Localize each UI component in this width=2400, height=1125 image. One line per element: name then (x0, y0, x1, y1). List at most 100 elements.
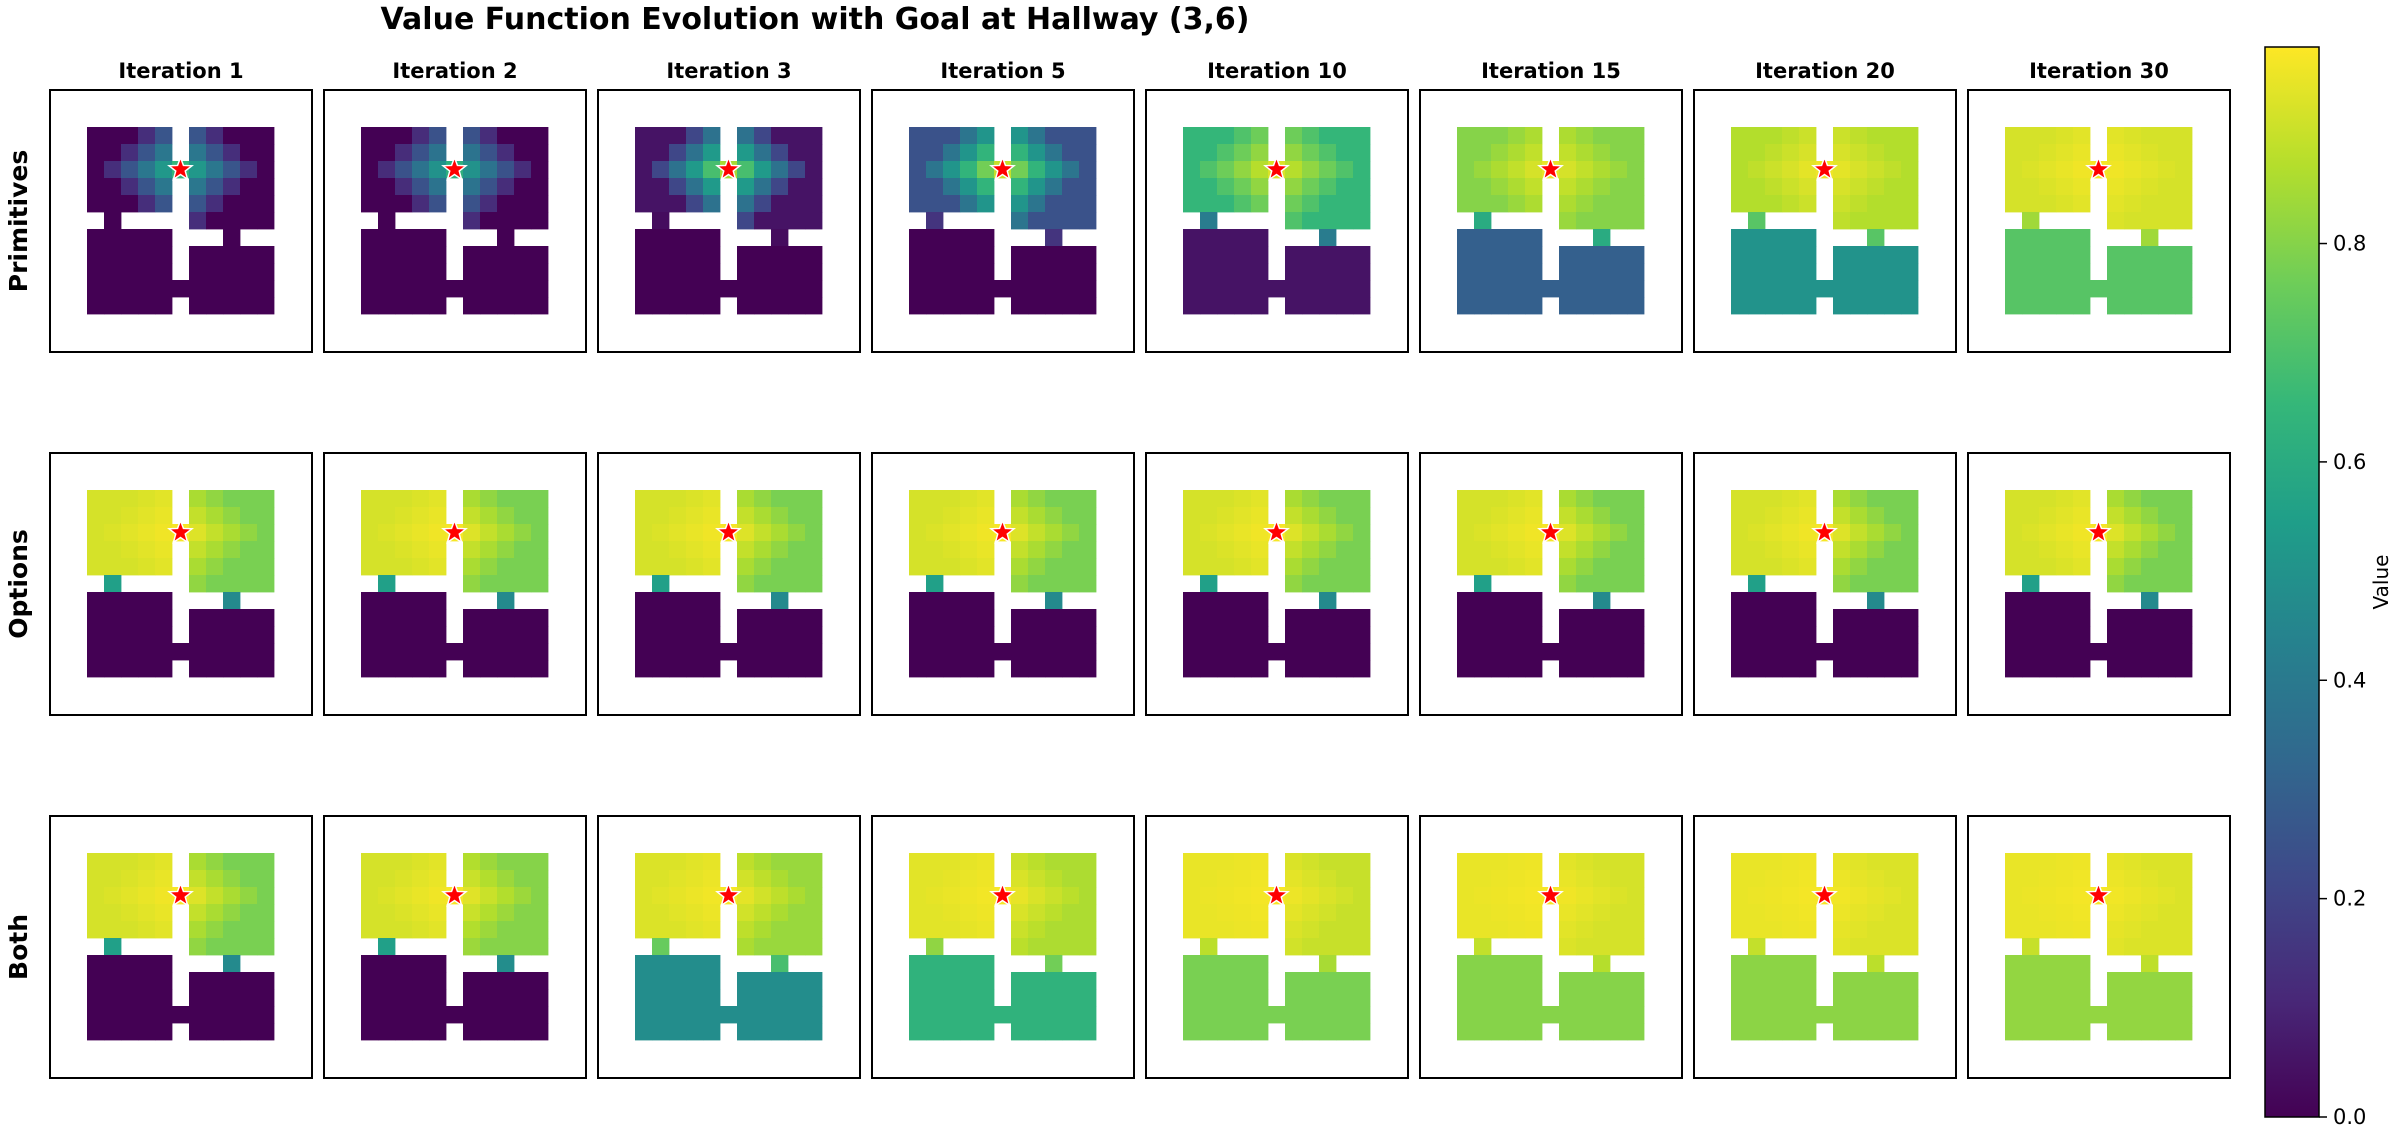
heatmap-cell (87, 280, 105, 298)
heatmap-cell (2158, 972, 2176, 990)
heatmap-cell (1474, 870, 1492, 888)
heatmap-cell (412, 972, 430, 990)
heatmap-cell (2175, 575, 2193, 593)
heatmap-cell (2124, 626, 2142, 644)
heatmap-cell (669, 1006, 687, 1024)
heatmap-cell (412, 643, 430, 661)
heatmap-cell (2158, 195, 2176, 213)
heatmap-cell (1799, 887, 1817, 905)
heatmap-cell (2022, 229, 2040, 247)
heatmap-cell (1251, 643, 1269, 661)
heatmap-cell (155, 144, 173, 162)
heatmap-cell (1251, 178, 1269, 196)
heatmap-cell (1748, 575, 1766, 593)
heatmap-cell (2090, 1006, 2108, 1024)
heatmap-cell (1610, 144, 1628, 162)
heatmap-cell (531, 507, 549, 525)
heatmap-cell (1217, 246, 1235, 264)
heatmap-cell (635, 592, 653, 610)
heatmap-cell (1217, 507, 1235, 525)
heatmap-cell (1028, 609, 1046, 627)
heatmap-cell (1850, 609, 1868, 627)
heatmap-cell (1457, 592, 1475, 610)
heatmap-cell (429, 524, 447, 542)
heatmap-cell (635, 195, 653, 213)
heatmap-cell (1576, 195, 1594, 213)
heatmap-cell (87, 853, 105, 871)
goal-star-icon (441, 518, 468, 544)
heatmap-cell (2056, 297, 2074, 315)
heatmap-cell (395, 558, 413, 576)
heatmap-cell (1748, 507, 1766, 525)
heatmap-cell (1850, 643, 1868, 661)
heatmap-cell (2107, 853, 2125, 871)
heatmap-cell (1302, 507, 1320, 525)
heatmap-cell (1183, 887, 1201, 905)
heatmap-cell (1028, 626, 1046, 644)
heatmap-cell (1901, 972, 1919, 990)
heatmap-cell (1867, 972, 1885, 990)
heatmap-cell (378, 921, 396, 939)
heatmap-cell (463, 853, 481, 871)
heatmap-cell (1079, 541, 1097, 559)
heatmap-cell (206, 660, 224, 678)
heatmap-cell (805, 921, 823, 939)
heatmap-cell (1884, 575, 1902, 593)
heatmap-cell (514, 575, 532, 593)
heatmap-cell (926, 1006, 944, 1024)
heatmap-cell (1508, 161, 1526, 179)
heatmap-cell (635, 955, 653, 973)
heatmap-cell (1353, 297, 1371, 315)
heatmap-cell (104, 507, 122, 525)
heatmap-cell (1062, 127, 1080, 145)
heatmap-cell (1765, 507, 1783, 525)
heatmap-cell (703, 921, 721, 939)
heatmap-cell (1525, 660, 1543, 678)
heatmap-cell (480, 626, 498, 644)
panel-frame (1145, 89, 1409, 353)
heatmap-cell (1525, 297, 1543, 315)
heatmap-cell (1850, 972, 1868, 990)
heatmap-cell (240, 195, 258, 213)
heatmap-cell (395, 127, 413, 145)
heatmap-cell (1457, 1023, 1475, 1041)
heatmap-cell (635, 229, 653, 247)
heatmap-cell (1525, 853, 1543, 871)
heatmap-cell (788, 178, 806, 196)
heatmap-cell (2056, 161, 2074, 179)
heatmap-cell (189, 1006, 207, 1024)
heatmap-cell (1302, 178, 1320, 196)
heatmap-cell (378, 853, 396, 871)
heatmap-cell (1234, 904, 1252, 922)
heatmap-cell (805, 1006, 823, 1024)
heatmap-cell (1782, 904, 1800, 922)
heatmap-cell (223, 643, 241, 661)
heatmap-cell (1474, 955, 1492, 973)
heatmap-cell (635, 853, 653, 871)
heatmap-cell (2005, 280, 2023, 298)
heatmap-cell (2124, 212, 2142, 230)
heatmap-cell (1045, 626, 1063, 644)
heatmap-cell (926, 592, 944, 610)
heatmap-cell (805, 904, 823, 922)
heatmap-cell (1457, 626, 1475, 644)
heatmap-cell (1867, 626, 1885, 644)
heatmap-cell (1867, 1023, 1885, 1041)
heatmap-panel (871, 89, 1135, 353)
heatmap-cell (206, 161, 224, 179)
heatmap-cell (463, 575, 481, 593)
heatmap-cell (2158, 660, 2176, 678)
heatmap-cell (378, 972, 396, 990)
heatmap-cell (1200, 643, 1218, 661)
heatmap-cell (926, 297, 944, 315)
heatmap-cell (669, 541, 687, 559)
goal-star-icon (1537, 518, 1564, 544)
heatmap-cell (1627, 297, 1645, 315)
heatmap-cell (1251, 541, 1269, 559)
heatmap-cell (514, 161, 532, 179)
heatmap-cell (1319, 558, 1337, 576)
heatmap-cell (1028, 195, 1046, 213)
heatmap-cell (686, 524, 704, 542)
heatmap-cell (909, 144, 927, 162)
heatmap-cell (943, 178, 961, 196)
